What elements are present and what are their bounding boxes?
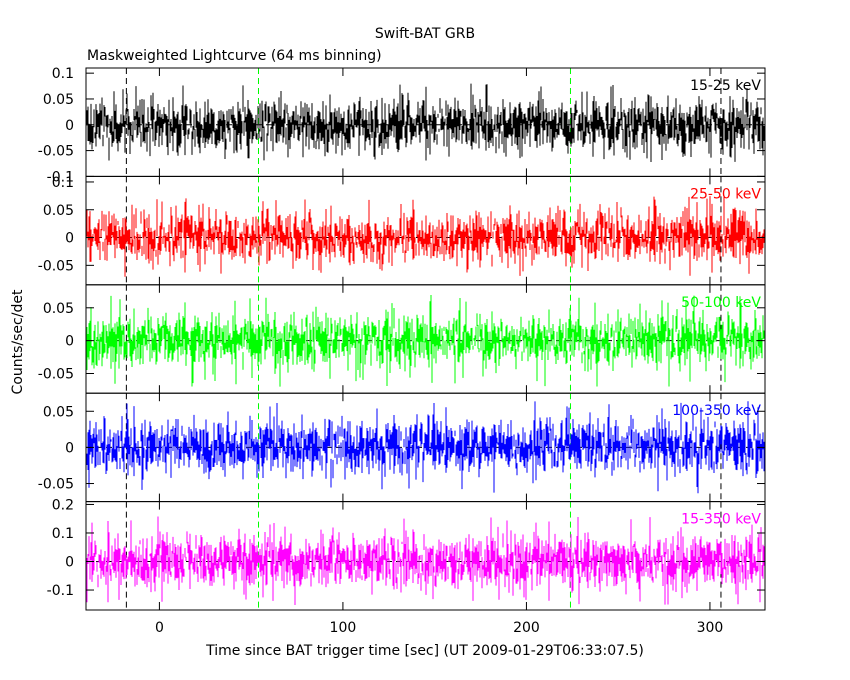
y-tick-label: -0.05 bbox=[38, 258, 74, 274]
y-tick-label: 0 bbox=[65, 231, 74, 247]
y-tick-label: -0.05 bbox=[38, 477, 74, 493]
y-tick-label: 0.1 bbox=[52, 175, 74, 191]
y-tick-label: 0 bbox=[65, 334, 74, 350]
panels-group: 15-25 keV -0.1 -0.05 0 0.05 0.1 25-50 keV -0.05… bbox=[38, 66, 766, 611]
series-line-2 bbox=[85, 295, 766, 387]
y-tick-label: 0 bbox=[65, 440, 74, 456]
y-tick-label: 0 bbox=[65, 118, 74, 134]
panel-2: 50-100 keV -0.05 0 0.05 bbox=[38, 284, 766, 394]
chart-subtitle: Maskweighted Lightcurve (64 ms binning) bbox=[87, 48, 382, 64]
x-tick-label: 100 bbox=[330, 620, 357, 636]
y-tick-label: 0.1 bbox=[52, 66, 74, 82]
y-tick-label: 0 bbox=[65, 555, 74, 571]
series-label-0: 15-25 keV bbox=[690, 78, 761, 94]
x-tick-label: 0 bbox=[155, 620, 164, 636]
series-line-0 bbox=[85, 83, 766, 163]
series-line-1 bbox=[85, 196, 766, 277]
panel-4: 15-350 keV -0.1 0 0.1 0.2 bbox=[47, 497, 766, 611]
y-tick-label: -0.05 bbox=[38, 144, 74, 160]
chart-title: Swift-BAT GRB bbox=[375, 26, 475, 42]
series-line-4 bbox=[85, 516, 766, 606]
x-tick-label: 200 bbox=[513, 620, 540, 636]
y-tick-label: 0.05 bbox=[43, 301, 74, 317]
panel-0: 15-25 keV -0.1 -0.05 0 0.05 0.1 bbox=[38, 66, 766, 185]
y-tick-label: -0.1 bbox=[47, 169, 74, 185]
series-label-2: 50-100 keV bbox=[681, 295, 761, 311]
series-label-4: 15-350 keV bbox=[681, 512, 761, 528]
x-tick-label: 300 bbox=[697, 620, 724, 636]
y-axis-label: Counts/sec/det bbox=[10, 289, 26, 394]
y-tick-label: 0.05 bbox=[43, 92, 74, 108]
series-label-3: 100-350 keV bbox=[672, 403, 761, 419]
y-tick-label: 0.05 bbox=[43, 404, 74, 420]
y-tick-label: 0.2 bbox=[52, 497, 74, 513]
y-tick-label: 0.05 bbox=[43, 203, 74, 219]
y-tick-label: -0.1 bbox=[47, 583, 74, 599]
x-axis-ticks: 0 100 200 300 bbox=[155, 620, 723, 636]
x-axis-label: Time since BAT trigger time [sec] (UT 20… bbox=[205, 643, 644, 659]
panel-1: 25-50 keV -0.05 0 0.05 0.1 bbox=[38, 175, 766, 286]
y-tick-label: 0.1 bbox=[52, 526, 74, 542]
series-label-1: 25-50 keV bbox=[690, 186, 761, 202]
y-tick-label: -0.05 bbox=[38, 366, 74, 382]
panel-3: 100-350 keV -0.05 0 0.05 bbox=[38, 392, 766, 503]
panel-frame-4 bbox=[85, 501, 766, 611]
